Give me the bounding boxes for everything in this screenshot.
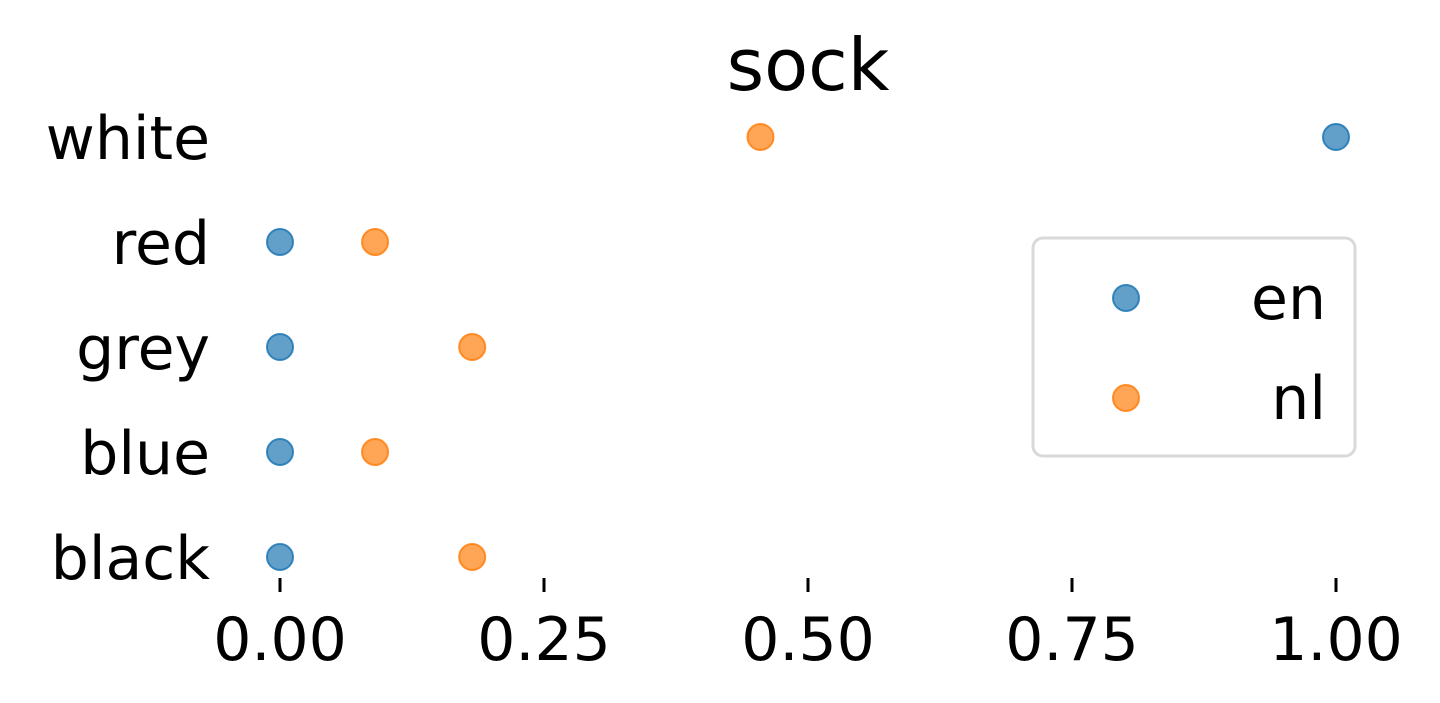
legend-marker-nl bbox=[1112, 384, 1140, 412]
point-nl-red bbox=[361, 228, 390, 256]
y-tick-labels: white red grey blue black bbox=[46, 104, 210, 594]
y-tick-label: white bbox=[46, 104, 210, 174]
x-tick-label: 0.75 bbox=[1005, 605, 1139, 675]
y-tick-label: black bbox=[51, 524, 211, 594]
x-axis: 0.00 0.25 0.50 0.75 1.00 bbox=[213, 578, 1403, 675]
point-nl-white bbox=[746, 123, 775, 151]
data-points bbox=[266, 123, 1350, 571]
y-tick-label: grey bbox=[76, 314, 210, 384]
legend-label-en: en bbox=[1251, 264, 1326, 334]
legend: en nl bbox=[1031, 236, 1357, 458]
y-tick-label: red bbox=[112, 209, 210, 279]
point-nl-black bbox=[458, 543, 487, 571]
point-en-red bbox=[266, 228, 294, 256]
point-en-grey bbox=[266, 333, 294, 361]
legend-label-nl: nl bbox=[1271, 364, 1326, 434]
x-tick-label: 0.50 bbox=[741, 605, 875, 675]
point-en-blue bbox=[266, 438, 294, 466]
point-nl-blue bbox=[361, 438, 390, 466]
point-nl-grey bbox=[458, 333, 487, 361]
chart-title: sock bbox=[727, 23, 890, 107]
y-tick-label: blue bbox=[80, 419, 210, 489]
legend-marker-en bbox=[1112, 284, 1140, 312]
x-tick-label: 0.25 bbox=[477, 605, 611, 675]
x-tick-label: 1.00 bbox=[1269, 605, 1403, 675]
point-en-white bbox=[1322, 123, 1350, 151]
x-tick-label: 0.00 bbox=[213, 605, 347, 675]
point-en-black bbox=[266, 543, 294, 571]
